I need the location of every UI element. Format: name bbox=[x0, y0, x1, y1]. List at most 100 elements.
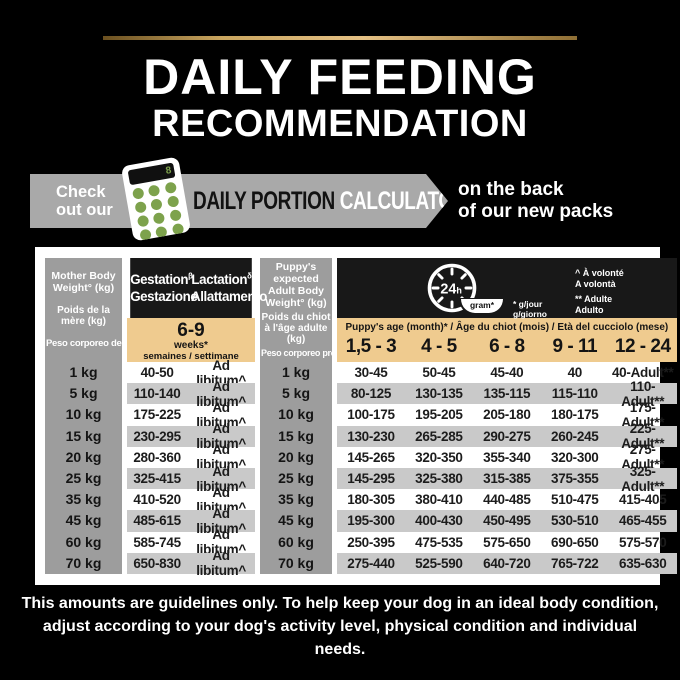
gestation-value: 40-50 bbox=[140, 365, 174, 381]
calculator-key bbox=[148, 184, 161, 198]
amount-value: 690-650 bbox=[551, 534, 599, 550]
amount-value: 575-570 bbox=[618, 534, 667, 550]
amount-value: 575-650 bbox=[483, 534, 531, 550]
amount-value: 275-440 bbox=[347, 555, 395, 571]
puppy-weight-cell: 5 kg bbox=[281, 385, 310, 402]
amount-value: 250-395 bbox=[347, 534, 395, 550]
amount-value: 100-175 bbox=[347, 407, 395, 423]
amount-value: 765-722 bbox=[551, 555, 599, 571]
age-column-headers: 1,5 - 3 4 - 5 6 - 8 9 - 11 12 - 24 bbox=[337, 333, 677, 361]
table-row: 110-140 Ad libitum^ bbox=[127, 379, 255, 409]
gestation-value: 410-520 bbox=[133, 492, 181, 508]
back-line2: of our new packs bbox=[458, 200, 614, 222]
gestation-value: 585-745 bbox=[133, 534, 181, 550]
gestation-lactation-column: Gestationβ Gestazione Lactationδ Allatta… bbox=[127, 258, 267, 578]
gestation-lactation-header: Gestationβ Gestazione Lactationδ Allatta… bbox=[130, 258, 267, 318]
amount-value: 195-205 bbox=[415, 407, 463, 423]
gestation-label-it: Gestazione bbox=[130, 288, 198, 304]
age-column-header: 4 - 5 bbox=[421, 336, 457, 357]
calculator-banner: Check out our DAILY PORTION CALCULATOR bbox=[30, 174, 448, 228]
gold-divider bbox=[103, 36, 577, 40]
amount-value: 375-355 bbox=[551, 471, 599, 487]
age-column-header: 6 - 8 bbox=[489, 336, 525, 357]
table-row: 30-45 50-45 45-40 40 40-Adult** bbox=[337, 362, 677, 383]
age-band: Puppy's age (month)* / Âge du chiot (moi… bbox=[337, 318, 677, 362]
puppy-weight-cell: 60 kg bbox=[278, 533, 314, 550]
gestation-value: 485-615 bbox=[133, 513, 181, 529]
amount-value: 50-45 bbox=[422, 365, 456, 381]
amount-value: 110-Adult** bbox=[621, 378, 665, 409]
amount-value: 265-285 bbox=[415, 428, 463, 444]
calculator-key bbox=[166, 195, 180, 208]
gestation-value: 280-360 bbox=[133, 449, 181, 465]
daily-portion-calculator-label: DAILY PORTION CALCULATOR bbox=[193, 187, 466, 216]
amount-value: 40-Adult** bbox=[611, 365, 674, 381]
mother-weight-cell: 25 kg bbox=[65, 469, 102, 486]
calculator-key bbox=[169, 208, 182, 222]
calculator-key bbox=[139, 228, 153, 242]
amount-value: 135-115 bbox=[483, 386, 531, 402]
adult-legend: ** Adulte Adulto bbox=[575, 294, 612, 316]
amount-value: 180-175 bbox=[551, 407, 599, 423]
ad-libitum-fr: ^ À volonté bbox=[575, 268, 624, 278]
lactation-header: Lactationδ Allattamento bbox=[191, 271, 267, 306]
unit-note-it: g/giorno bbox=[513, 309, 547, 320]
table-row: 180-305 380-410 440-485 510-475 415-405 bbox=[337, 489, 677, 510]
calculator-key bbox=[164, 181, 177, 195]
lactation-value: Ad libitum^ bbox=[196, 505, 246, 536]
mother-weight-cell: 5 kg bbox=[69, 385, 98, 402]
disclaimer-line1: This amounts are guidelines only. To hel… bbox=[21, 595, 659, 612]
adult-it: Adulto bbox=[575, 304, 604, 315]
lactation-value: Ad libitum^ bbox=[196, 463, 246, 494]
check-line2: out our bbox=[56, 201, 113, 220]
puppy-age-table: 24h gram* * g/jour g/giorno ^ À volonté … bbox=[337, 258, 677, 574]
ad-libitum-legend: ^ À volonté A volontà bbox=[575, 268, 624, 290]
puppy-weight-column: Puppy's expected Adult Body Weight° (kg)… bbox=[260, 258, 332, 574]
calculator-keys bbox=[131, 181, 186, 242]
table-row: 485-615 Ad libitum^ bbox=[127, 506, 255, 536]
calculator-key bbox=[134, 200, 148, 214]
mother-weight-cell: 70 kg bbox=[65, 554, 102, 571]
gestation-value: 650-830 bbox=[133, 555, 181, 571]
on-the-back-label: on the back of our new packs bbox=[458, 179, 613, 223]
mother-weight-header: Mother Body Weight° (kg) Poids de la mèr… bbox=[45, 258, 122, 362]
amount-value: 145-265 bbox=[347, 449, 395, 465]
amount-value: 320-350 bbox=[415, 449, 463, 465]
amount-value: 380-410 bbox=[415, 492, 463, 508]
puppy-weight-cell: 45 kg bbox=[278, 512, 314, 529]
age-column-header: 1,5 - 3 bbox=[345, 336, 397, 357]
mother-weight-cell: 60 kg bbox=[65, 533, 102, 550]
calculator-text: CALCULATOR bbox=[339, 187, 467, 215]
gestation-value: 230-295 bbox=[133, 428, 181, 444]
table-row: 130-230 265-285 290-275 260-245 225-Adul… bbox=[337, 421, 677, 451]
amount-value: 325-380 bbox=[415, 471, 463, 487]
amount-value: 205-180 bbox=[483, 407, 531, 423]
amount-value: 475-535 bbox=[415, 534, 463, 550]
calculator-key bbox=[155, 225, 169, 239]
amount-value: 320-300 bbox=[551, 449, 599, 465]
puppy-weight-cell: 15 kg bbox=[278, 427, 314, 444]
gestation-value: 175-225 bbox=[133, 407, 181, 423]
daily-portion-text: DAILY PORTION bbox=[193, 187, 335, 215]
puppy-weight-cell: 1 kg bbox=[281, 364, 310, 380]
page-title: DAILY FEEDING bbox=[143, 49, 537, 105]
amount-value: 465-455 bbox=[618, 513, 667, 529]
age-column-header: 12 - 24 bbox=[614, 336, 671, 357]
puppy-weight-cell: 35 kg bbox=[278, 491, 314, 508]
ad-libitum-it: A volontà bbox=[575, 278, 616, 289]
calculator-key bbox=[132, 187, 145, 200]
amount-value: 510-475 bbox=[551, 492, 599, 508]
unit-note-fr: * g/jour bbox=[513, 299, 543, 309]
adult-fr: ** Adulte bbox=[575, 294, 613, 304]
back-line1: on the back bbox=[458, 179, 564, 200]
calculator-key bbox=[171, 222, 185, 236]
weeks-unit: weeks* bbox=[174, 340, 208, 351]
weeks-range: 6-9 bbox=[177, 320, 205, 341]
amount-value: 290-275 bbox=[483, 428, 531, 444]
gestation-value: 110-140 bbox=[133, 386, 181, 402]
amount-value: 45-40 bbox=[490, 365, 524, 381]
mother-weight-cell: 15 kg bbox=[65, 427, 102, 444]
check-out-our-label: Check out our bbox=[56, 183, 113, 219]
gram-bowl-icon: gram* bbox=[459, 298, 505, 315]
